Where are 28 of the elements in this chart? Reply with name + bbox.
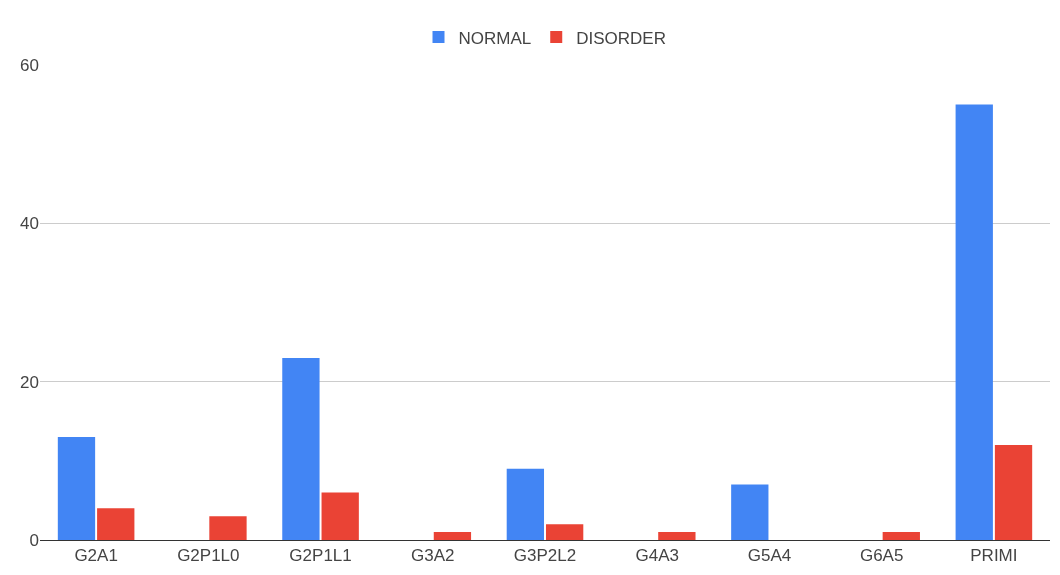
bar (731, 484, 769, 540)
bar (658, 532, 696, 540)
x-tick-label: G2P1L0 (177, 546, 240, 566)
bar (506, 468, 545, 540)
x-tick-label: G5A4 (747, 546, 792, 566)
bar (209, 516, 247, 540)
x-tick-label: G3P2L2 (513, 546, 577, 566)
y-tick-label: 20 (20, 372, 39, 392)
legend-label: DISORDER (576, 28, 666, 48)
bar (955, 104, 993, 540)
legend-label: NORMAL (458, 28, 532, 48)
bar (57, 437, 96, 540)
x-tick-label: G2P1L1 (289, 546, 352, 566)
bar (282, 357, 320, 540)
y-tick-label: 40 (20, 214, 39, 234)
x-tick-label: G3A2 (411, 546, 455, 566)
y-tick-label: 60 (20, 55, 39, 75)
bar (882, 532, 920, 540)
bar (321, 492, 359, 540)
bar (545, 524, 584, 540)
bar (97, 508, 135, 540)
y-tick-label: 0 (29, 530, 39, 550)
x-tick-label: G2A1 (74, 546, 118, 566)
x-tick-label: G6A5 (859, 546, 904, 566)
x-tick-label: PRIMI (970, 546, 1018, 566)
bar (994, 445, 1033, 540)
x-tick-label: G4A3 (635, 546, 679, 566)
bar (433, 532, 472, 540)
